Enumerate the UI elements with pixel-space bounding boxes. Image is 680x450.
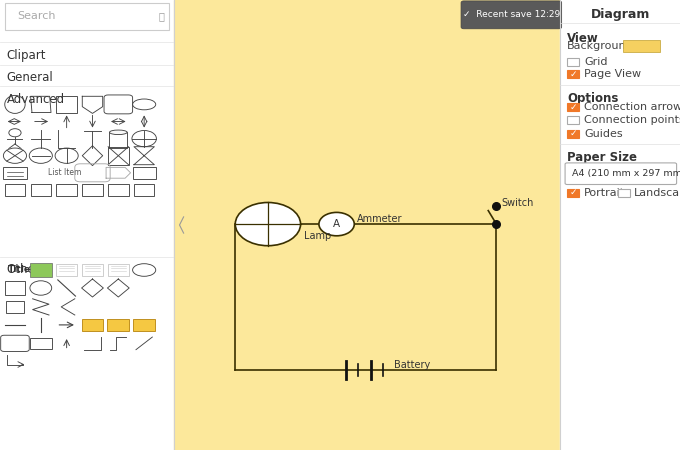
Bar	[5, 3, 169, 30]
Bar	[82, 184, 103, 196]
Bar	[6, 301, 24, 313]
Text: Battery: Battery	[394, 360, 430, 370]
Text: Other: Other	[7, 263, 41, 276]
Text: Guides: Guides	[584, 129, 623, 139]
Bar	[82, 319, 103, 331]
Bar	[107, 319, 129, 331]
Text: A: A	[333, 219, 340, 229]
Bar	[567, 116, 579, 124]
Text: General: General	[7, 71, 54, 84]
FancyBboxPatch shape	[461, 1, 562, 29]
Bar	[567, 70, 579, 78]
Bar	[30, 338, 52, 349]
Bar	[567, 130, 579, 138]
Bar	[30, 263, 52, 277]
Text: Portrait: Portrait	[583, 188, 624, 198]
Bar	[31, 184, 51, 196]
Text: Background: Background	[567, 41, 634, 51]
Bar	[5, 184, 25, 196]
Text: ✓: ✓	[569, 70, 577, 79]
Text: Grid: Grid	[584, 57, 608, 67]
Bar	[108, 184, 129, 196]
Bar	[567, 189, 579, 197]
Text: Search: Search	[17, 11, 56, 21]
Bar	[56, 96, 77, 112]
Bar	[560, 0, 680, 450]
FancyBboxPatch shape	[565, 163, 677, 184]
Text: Switch: Switch	[502, 198, 534, 208]
Bar	[56, 184, 77, 196]
Ellipse shape	[109, 130, 127, 135]
Text: Options: Options	[567, 92, 619, 105]
Text: ✓  Recent save 12:29: ✓ Recent save 12:29	[462, 10, 560, 19]
Circle shape	[235, 202, 301, 246]
Text: List Item: List Item	[48, 168, 81, 177]
Text: A4 (210 mm x 297 mm): A4 (210 mm x 297 mm)	[572, 169, 680, 178]
Text: Connection arrows: Connection arrows	[584, 102, 680, 112]
Text: View: View	[567, 32, 599, 45]
Text: Connection points: Connection points	[584, 115, 680, 125]
Bar	[133, 319, 155, 331]
Bar	[567, 58, 579, 66]
Text: Title: Title	[8, 266, 31, 274]
Text: Diagram: Diagram	[590, 9, 650, 21]
Text: Advanced: Advanced	[7, 93, 65, 106]
Bar	[174, 0, 560, 450]
Text: ✓: ✓	[569, 103, 577, 112]
Text: ✓: ✓	[569, 129, 577, 138]
Bar	[108, 264, 129, 276]
Bar	[618, 189, 630, 197]
Text: Clipart: Clipart	[7, 49, 46, 62]
Bar	[108, 147, 129, 165]
Bar	[567, 103, 579, 111]
Bar	[56, 264, 77, 276]
Bar	[3, 166, 27, 179]
Text: Lamp: Lamp	[304, 231, 331, 241]
Bar	[109, 132, 127, 148]
Text: Page View: Page View	[584, 69, 641, 79]
Bar	[5, 281, 25, 295]
Text: Paper Size: Paper Size	[567, 151, 637, 164]
Text: Landscap: Landscap	[634, 188, 680, 198]
Bar	[82, 264, 103, 276]
Bar	[134, 184, 154, 196]
Bar	[0, 0, 174, 450]
Text: ✓: ✓	[569, 188, 577, 197]
Text: Ammeter: Ammeter	[357, 214, 403, 224]
Bar	[623, 40, 660, 52]
Circle shape	[319, 212, 354, 236]
Bar	[133, 167, 156, 179]
Text: 🔍: 🔍	[159, 11, 165, 21]
